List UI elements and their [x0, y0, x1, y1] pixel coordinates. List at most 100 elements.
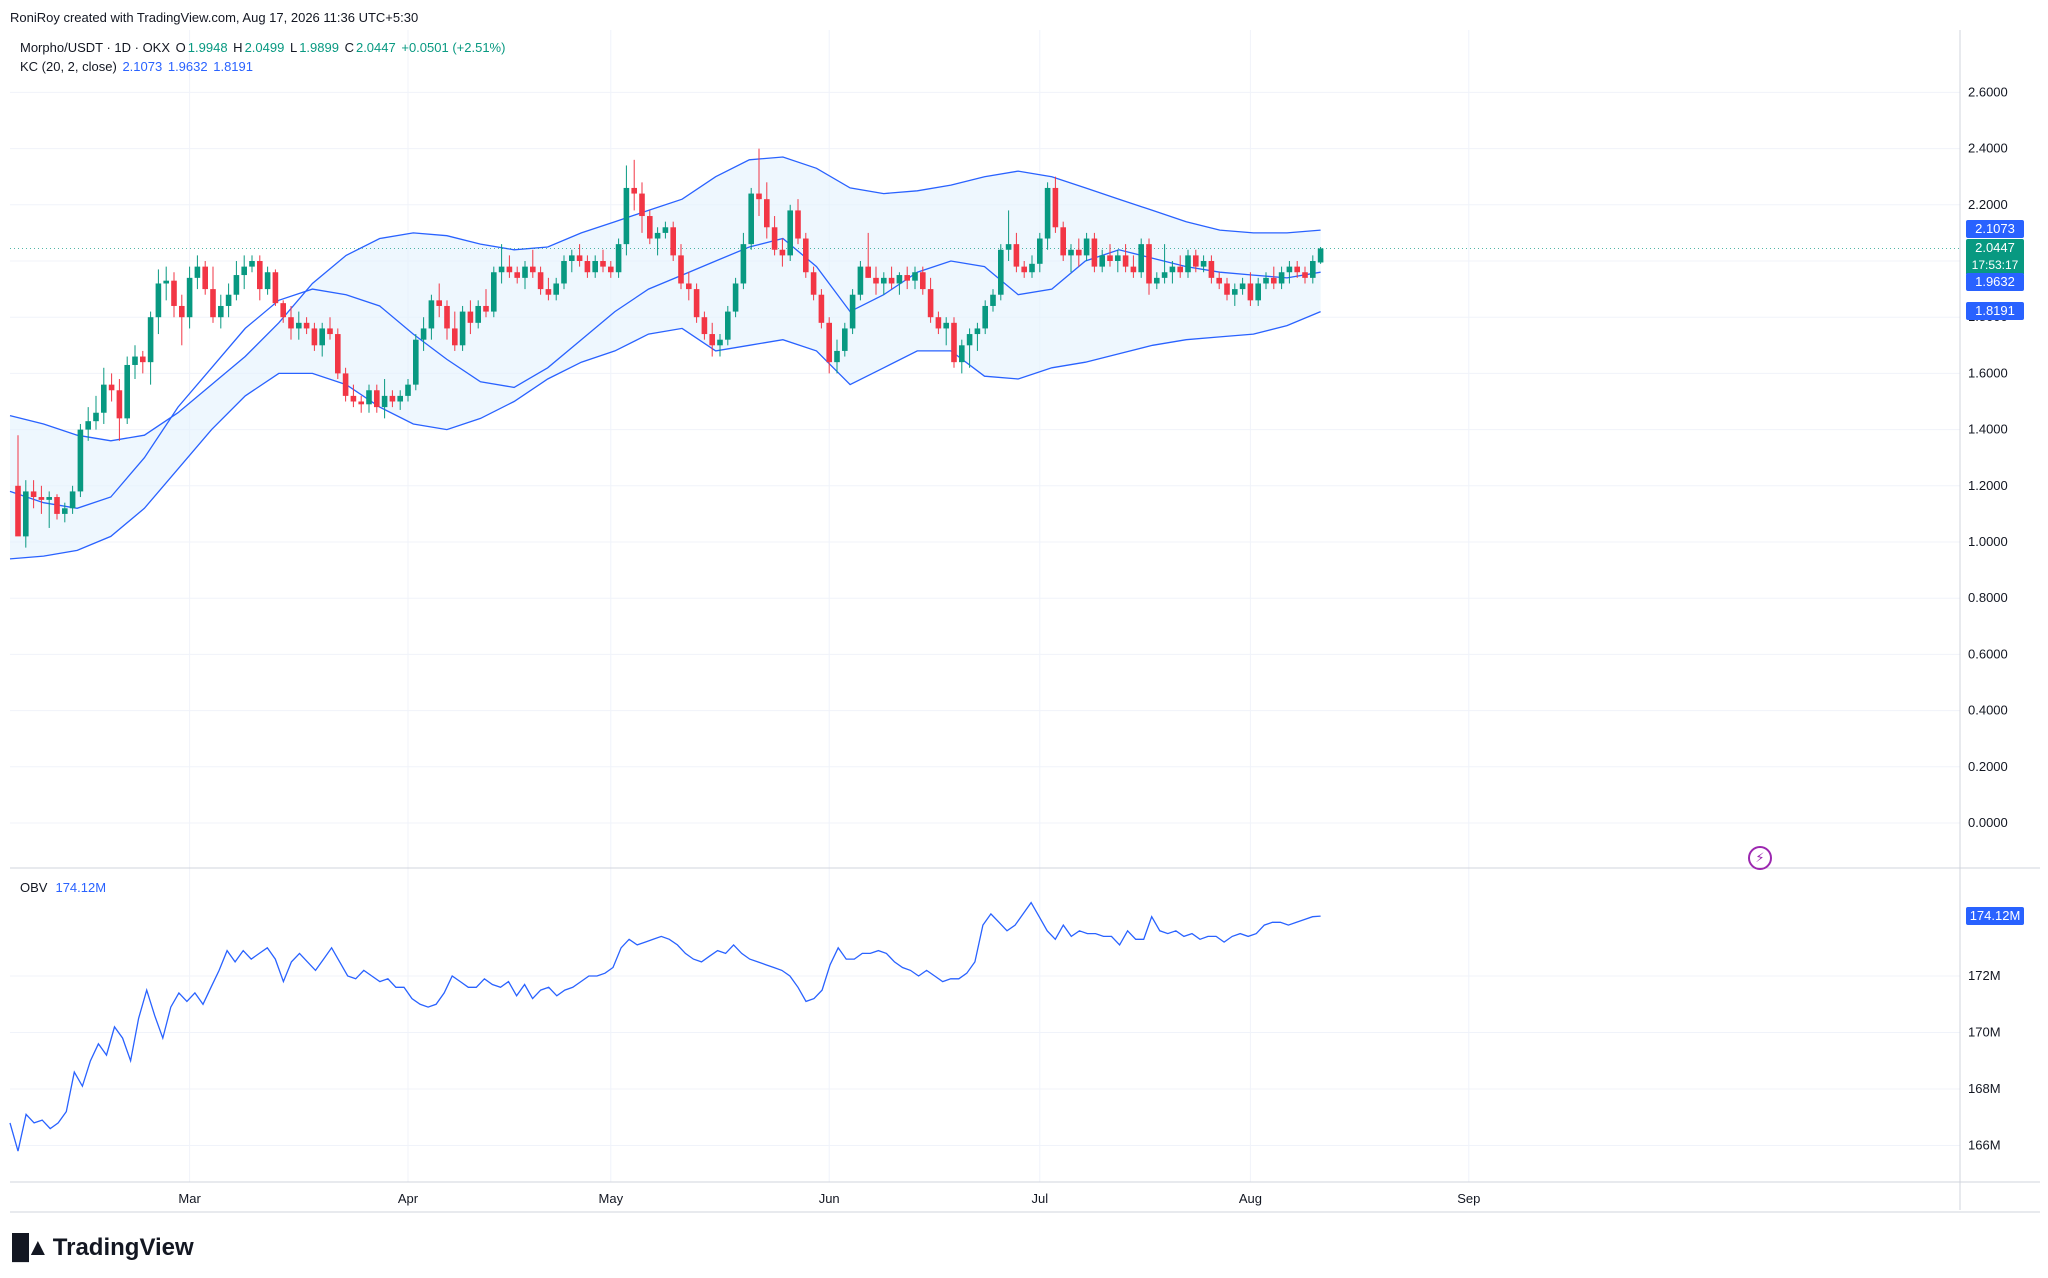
obv-tick-label: 170M: [1968, 1025, 2001, 1040]
candle-body: [319, 328, 325, 346]
candle-body: [1130, 266, 1137, 273]
candle-body: [600, 261, 606, 267]
kc-label[interactable]: KC (20, 2, close): [20, 59, 117, 74]
candle-body: [498, 266, 505, 273]
candlestick-series[interactable]: [15, 148, 1324, 548]
candle: [935, 311, 942, 335]
candle: [452, 311, 458, 351]
candle-body: [966, 334, 973, 346]
high-value: 2.0499: [244, 40, 285, 55]
candle: [1310, 255, 1316, 284]
obv-label[interactable]: OBV: [20, 880, 48, 895]
candle-body: [1216, 277, 1222, 284]
kc-middle-value: 1.9632: [167, 59, 208, 74]
lightning-icon[interactable]: ⚡: [1748, 846, 1772, 870]
candle-body: [1310, 261, 1316, 278]
candle: [350, 384, 357, 408]
candle: [264, 266, 271, 295]
candle-body: [186, 277, 193, 318]
obv-tick-label: 168M: [1968, 1081, 2001, 1096]
candle-body: [218, 305, 224, 318]
candle-body: [810, 272, 817, 295]
candle-body: [857, 266, 864, 295]
candle-body: [608, 266, 614, 273]
candle-body: [764, 199, 770, 228]
candle-body: [93, 412, 99, 422]
candle: [857, 261, 864, 301]
candle: [483, 289, 489, 318]
time-tick-label: Jun: [819, 1191, 840, 1206]
candle: [779, 238, 786, 267]
axes: 2.60002.40002.20002.00001.80001.60001.40…: [10, 30, 2040, 1213]
candle-body: [779, 249, 786, 256]
candle-body: [709, 334, 715, 346]
candle-body: [327, 328, 333, 335]
symbol-name[interactable]: Morpho/USDT · 1D · OKX: [20, 40, 171, 55]
candle: [77, 423, 84, 498]
candle-body: [748, 193, 754, 245]
candle: [132, 345, 138, 380]
candle: [1115, 249, 1121, 273]
candle: [397, 390, 403, 410]
symbol-legend[interactable]: Morpho/USDT · 1D · OKX O 1.9948 H 2.0499 L…: [20, 40, 507, 55]
change-value: +0.0501 (+2.51%): [401, 40, 506, 55]
price-tick-label: 1.0000: [1968, 534, 2008, 549]
candle: [194, 255, 201, 290]
price-tick-label: 2.2000: [1968, 197, 2008, 212]
candle-body: [444, 305, 450, 329]
candle: [1208, 255, 1215, 284]
candle-body: [264, 272, 271, 290]
candle-body: [1052, 187, 1059, 228]
low-label: L: [289, 40, 298, 55]
candle-body: [272, 272, 279, 304]
candle-body: [194, 266, 201, 278]
tradingview-logo[interactable]: █▲ TradingView: [12, 1234, 194, 1262]
candle: [218, 294, 224, 329]
candle-body: [15, 485, 21, 537]
candle: [1271, 266, 1277, 290]
candle: [1052, 176, 1059, 233]
candle: [319, 322, 325, 357]
candle-body: [686, 283, 692, 290]
candle: [1193, 249, 1199, 273]
candle-body: [397, 395, 403, 402]
candle: [233, 261, 240, 301]
candle: [959, 339, 965, 374]
price-tick-label: 0.4000: [1968, 703, 2008, 718]
candle-body: [592, 261, 598, 273]
candle-body: [420, 328, 427, 340]
low-value: 1.9899: [299, 40, 339, 55]
candle: [335, 328, 341, 380]
high-label: H: [233, 40, 243, 55]
kc-lower-line: [9, 311, 1321, 560]
kc-legend[interactable]: KC (20, 2, close) 2.1073 1.9632 1.8191: [20, 59, 255, 74]
candle: [62, 502, 68, 523]
candle: [296, 311, 302, 340]
candle: [1294, 261, 1300, 278]
time-tick-label: Aug: [1239, 1191, 1262, 1206]
price-tick-label: 0.0000: [1968, 815, 2008, 830]
candle-body: [561, 261, 567, 284]
obv-legend[interactable]: OBV 174.12M: [20, 880, 108, 895]
candle: [85, 407, 91, 441]
candle: [920, 266, 926, 295]
candle-body: [654, 232, 661, 239]
candle-body: [467, 311, 474, 323]
candle-body: [85, 421, 91, 430]
candle: [1278, 266, 1285, 290]
time-tick-label: Apr: [398, 1191, 419, 1206]
candle-body: [288, 317, 294, 329]
candle-body: [257, 261, 263, 290]
candle: [1161, 244, 1168, 284]
candle: [670, 221, 676, 261]
candle-body: [514, 272, 520, 278]
candle-body: [241, 266, 247, 276]
candle: [1060, 221, 1066, 261]
candle-body: [179, 305, 185, 318]
candle-body: [54, 497, 60, 514]
close-label: C: [344, 40, 354, 55]
price-tick-label: 0.2000: [1968, 759, 2008, 774]
candle-body: [771, 227, 778, 250]
price-tick-label: 1.4000: [1968, 422, 2008, 437]
